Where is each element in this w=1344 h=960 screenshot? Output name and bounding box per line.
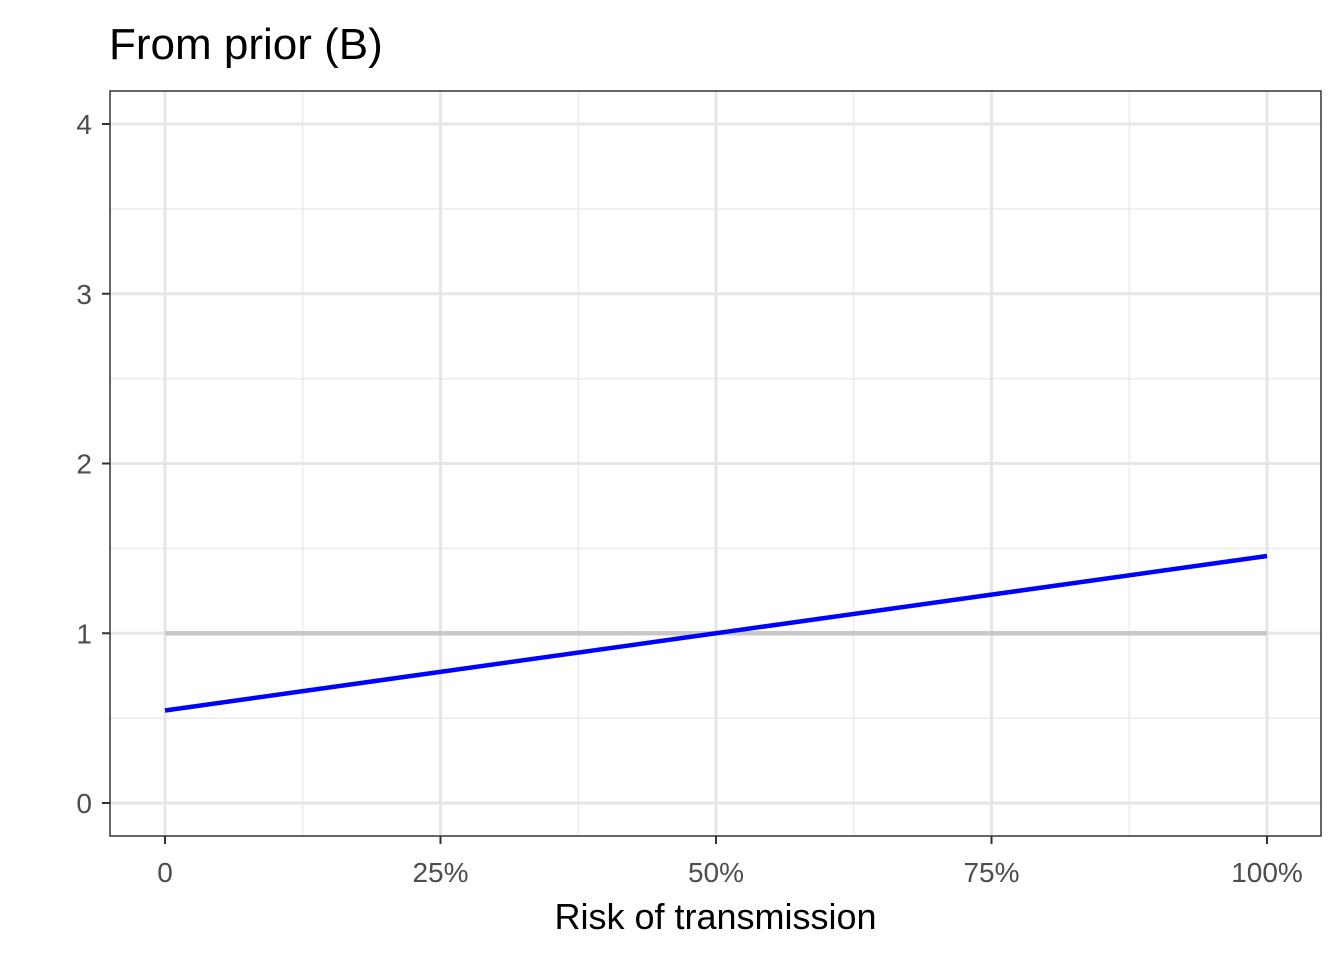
x-tick-label: 75% [963,857,1019,888]
x-axis-title: Risk of transmission [554,896,876,937]
series-line-0 [164,553,1268,713]
x-tick-label: 25% [412,857,468,888]
y-axis: 0 1 2 3 4 [76,109,110,819]
x-axis: 0 25% 50% 75% 100% [157,836,1303,888]
x-tick-label: 0 [157,857,173,888]
x-tick-label: 50% [688,857,744,888]
y-tick-label: 1 [76,618,92,649]
y-tick-label: 2 [76,449,92,480]
x-tick-label: 100% [1231,857,1303,888]
y-tick-label: 3 [76,279,92,310]
series-layer [164,553,1268,713]
y-tick-label: 4 [76,109,92,140]
chart-title: From prior (B) [109,20,383,69]
y-tick-label: 0 [76,788,92,819]
